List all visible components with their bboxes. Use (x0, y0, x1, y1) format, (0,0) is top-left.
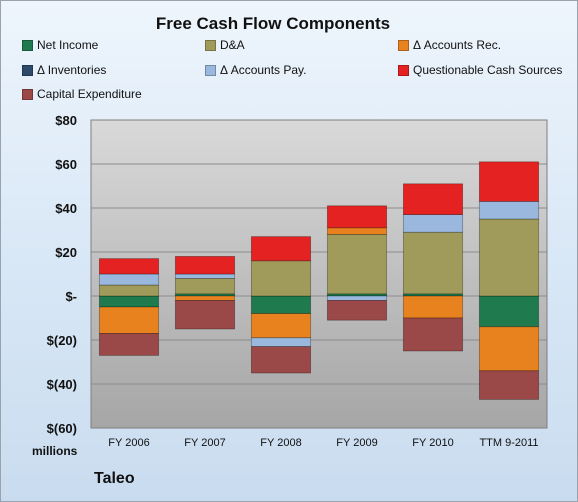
bar-segment (402, 231, 464, 295)
y-tick-label: $80 (55, 113, 77, 128)
bar-segment (250, 260, 312, 297)
legend-label: D&A (220, 38, 245, 52)
y-tick-label: $(60) (47, 421, 77, 436)
legend-swatch (205, 64, 216, 76)
bar-segment (402, 183, 464, 216)
bar-segment (174, 277, 236, 295)
chart-title: Free Cash Flow Components (155, 14, 391, 33)
x-tick-label: FY 2010 (412, 437, 453, 449)
legend-item: Δ Accounts Rec. (398, 38, 501, 52)
bar-segment (250, 313, 312, 339)
bar-segment (98, 332, 160, 356)
legend-label: Δ Accounts Pay. (220, 63, 307, 77)
bar-segment (250, 346, 312, 374)
bar-segment (478, 370, 540, 400)
bar-segment (174, 299, 236, 330)
bar-segment (174, 295, 236, 301)
units-label: millions (32, 444, 78, 458)
x-tick-label: TTM 9-2011 (479, 437, 538, 449)
bar-segment (174, 255, 236, 275)
company-name: Taleo (94, 470, 135, 487)
bar-segment (478, 200, 540, 220)
bar-segment (326, 299, 388, 321)
y-tick-label: $40 (55, 201, 77, 216)
legend-swatch (398, 39, 409, 51)
legend-swatch (22, 39, 33, 51)
legend-item: Δ Accounts Pay. (205, 63, 307, 77)
bar-segment (402, 295, 464, 319)
x-tick-label: FY 2008 (260, 437, 301, 449)
x-tick-label: FY 2009 (336, 437, 377, 449)
bar-segment (478, 326, 540, 372)
bar-segment (98, 284, 160, 297)
bar-segment (478, 218, 540, 297)
legend-label: Net Income (37, 38, 99, 52)
bar-segment (326, 295, 388, 301)
y-tick-label: $(40) (47, 377, 77, 392)
legend-item: Questionable Cash Sources (398, 63, 562, 77)
bar-segment (478, 295, 540, 328)
bar-segment (174, 273, 236, 279)
bar-segment (98, 295, 160, 308)
legend-item: Δ Inventories (22, 63, 106, 77)
bar-segment (478, 161, 540, 202)
bar-segment (98, 306, 160, 334)
y-tick-label: $20 (55, 245, 77, 260)
legend-swatch (398, 64, 409, 76)
bar-segment (326, 227, 388, 235)
legend-swatch (205, 39, 216, 51)
legend-label: Questionable Cash Sources (413, 63, 563, 77)
y-tick-label: $(20) (47, 333, 77, 348)
legend-label: Δ Inventories (37, 63, 107, 77)
plot-border (90, 119, 548, 429)
bar-segment (250, 337, 312, 347)
x-tick-label: FY 2006 (108, 437, 149, 449)
y-tick-label: $60 (55, 157, 77, 172)
plot-area (91, 120, 547, 428)
legend-label: Δ Accounts Rec. (413, 38, 502, 52)
legend-swatch (22, 88, 33, 100)
bar-segment (250, 236, 312, 262)
bar-segment (402, 317, 464, 352)
bar-segment (326, 233, 388, 295)
x-tick-label: FY 2007 (184, 437, 225, 449)
bar-segment (250, 295, 312, 315)
legend-item: D&A (205, 38, 245, 52)
legend-swatch (22, 64, 33, 76)
legend-label: Capital Expenditure (37, 87, 142, 101)
bar-segment (98, 258, 160, 275)
bar-segment (402, 214, 464, 233)
bar-segment (326, 205, 388, 229)
legend-item: Net Income (22, 38, 98, 52)
y-tick-label: $- (65, 289, 77, 304)
bar-segment (98, 273, 160, 286)
legend-item: Capital Expenditure (22, 87, 142, 101)
